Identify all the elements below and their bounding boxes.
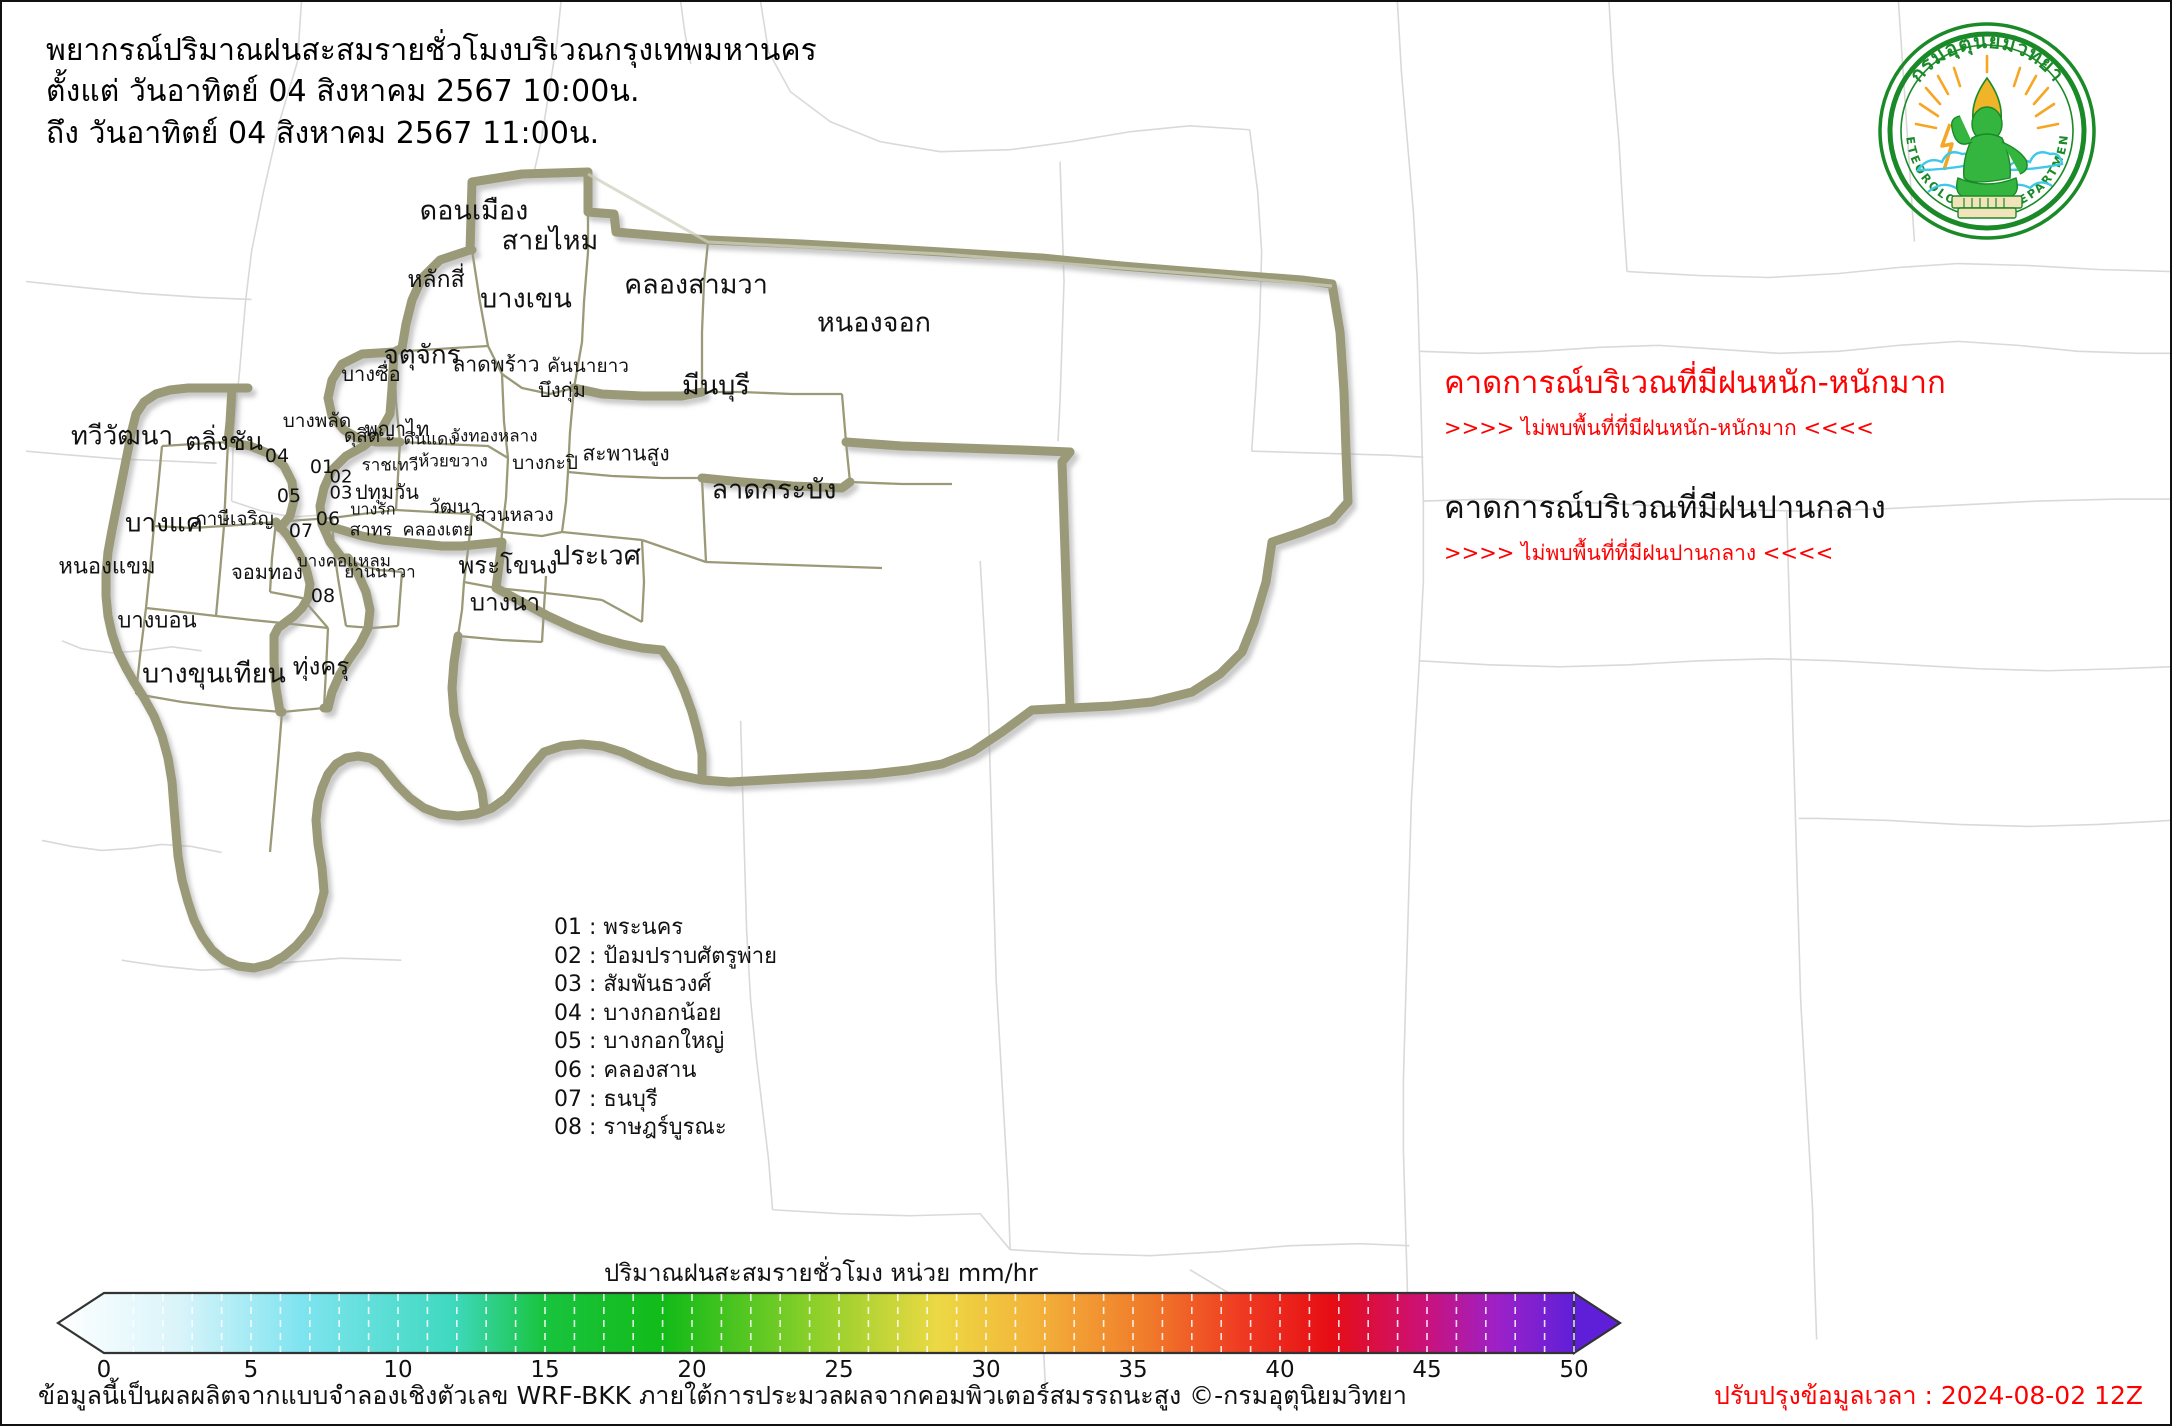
code-key-row: 03 : สัมพันธวงศ์: [554, 972, 712, 998]
colorbar-tick-labels: 0 5 10 15 20 25 30 35 40 45 50: [44, 1357, 1634, 1391]
district-label: ยานนาวา: [344, 562, 416, 583]
footer-bar: ข้อมูลนี้เป็นผลผลิตจากแบบจำลองเชิงตัวเลข…: [2, 1376, 2172, 1416]
tmd-seal-logo: กรมอุตุนิยมวิทยา METEOROLOGICAL DEPARTME…: [1876, 20, 2096, 240]
district-label: บางกะปิ: [512, 452, 578, 474]
district-label: บางเขน: [480, 283, 572, 315]
district-code-label: 04: [264, 445, 290, 467]
district-label: หนองจอก: [816, 307, 932, 339]
district-label: สวนหลวง: [474, 504, 554, 526]
code-key-row: 04 : บางกอกน้อย: [554, 1000, 722, 1026]
district-label: ทุ่งครุ: [292, 652, 350, 681]
district-label: หนองแขม: [58, 554, 156, 580]
district-label: วัฒนา: [429, 496, 481, 518]
colorbar-gradient: [55, 1291, 1623, 1355]
forecast-header: พยากรณ์ปริมาณฝนสะสมรายชั่วโมงบริเวณกรุงเ…: [46, 30, 817, 154]
district-label: ดอนเมือง: [419, 195, 529, 227]
colorbar-tick: 20: [677, 1357, 707, 1383]
district-label: ปทุมวัน: [355, 480, 419, 504]
district-label: บางคอแหลม: [296, 551, 392, 572]
colorbar-tick: 0: [96, 1357, 112, 1383]
colorbar-tick: 10: [383, 1357, 413, 1383]
district-label: ลาดพร้าว: [452, 352, 540, 377]
colorbar-tick: 30: [971, 1357, 1001, 1383]
moderate-rain-value: >>>> ไม่พบพื้นที่ที่มีฝนปานกลาง <<<<: [1444, 540, 1834, 565]
district-code-label: 05: [276, 485, 302, 507]
district-code-key: 01 : พระนคร 02 : ป้อมปราบศัตรูพ่าย 03 : …: [554, 914, 777, 1143]
colorbar-title: ปริมาณฝนสะสมรายชั่วโมง หน่วย mm/hr: [604, 1259, 1038, 1287]
code-key-row: 02 : ป้อมปราบศัตรูพ่าย: [554, 943, 777, 969]
district-label: ภาษีเจริญ: [194, 508, 274, 530]
colorbar-tick: 5: [243, 1357, 259, 1383]
code-key-row: 01 : พระนคร: [554, 915, 684, 940]
colorbar-tick: 45: [1412, 1357, 1442, 1383]
district-label: จตุจักร: [383, 340, 461, 371]
district-label: คลองสามวา: [624, 269, 768, 301]
colorbar-tick: 50: [1559, 1357, 1589, 1383]
code-key-row: 07 : ธนบุรี: [554, 1086, 658, 1112]
heavy-rain-value: >>>> ไม่พบพื้นที่ที่มีฝนหนัก-หนักมาก <<<…: [1444, 415, 1874, 440]
district-label: ห้วยขวาง: [418, 451, 488, 472]
district-label: บางพลัด: [282, 410, 352, 432]
district-label: บางรัก: [350, 499, 396, 519]
colorbar-tick: 40: [1265, 1357, 1295, 1383]
district-label: ลาดกระบัง: [711, 474, 837, 506]
district-label: หลักสี่: [407, 267, 465, 293]
district-label: บางบอน: [117, 608, 197, 634]
header-line-title: พยากรณ์ปริมาณฝนสะสมรายชั่วโมงบริเวณกรุงเ…: [46, 33, 817, 68]
district-label: สายไหม: [501, 225, 599, 257]
district-label: ทวีวัฒนา: [70, 421, 174, 452]
district-label: มีนบุรี: [682, 370, 750, 402]
district-label: วังทองหลาง: [450, 426, 538, 447]
district-code-label: 01: [309, 456, 335, 478]
colorbar-tick: 15: [530, 1357, 560, 1383]
district-label: บางแค: [125, 508, 203, 539]
header-line-start-time: ตั้งแต่ วันอาทิตย์ 04 สิงหาคม 2567 10:00…: [46, 74, 640, 110]
district-code-label: 08: [310, 585, 336, 607]
district-label: บางนา: [469, 588, 541, 617]
district-code-label: 03: [329, 482, 353, 504]
district-label: พระโขนง: [458, 551, 558, 580]
district-code-label: 07: [288, 520, 314, 542]
district-label: พญาไท: [364, 417, 430, 441]
rainfall-alert-legend: คาดการณ์บริเวณที่มีฝนหนัก-หนักมาก >>>> ไ…: [1444, 364, 2144, 570]
district-label: ตลิ่งชัน: [185, 427, 263, 456]
district-label: ดุสิต: [343, 425, 381, 447]
code-key-row: 05 : บางกอกใหญ่: [554, 1029, 725, 1055]
district-code-label: 02: [329, 466, 353, 488]
code-key-row: 06 : คลองสาน: [554, 1057, 697, 1083]
code-key-row: 08 : ราษฎร์บูรณะ: [554, 1115, 727, 1141]
header-line-end-time: ถึง วันอาทิตย์ 04 สิงหาคม 2567 11:00น.: [46, 115, 600, 151]
district-label: คลองเตย: [402, 519, 474, 541]
district-label: สะพานสูง: [582, 441, 670, 466]
district-label: ดินแดง: [403, 429, 457, 450]
colorbar-tick: 25: [824, 1357, 854, 1383]
district-label: จอมทอง: [231, 560, 303, 584]
district-code-label: 06: [315, 508, 341, 530]
district-label: คันนายาว: [547, 355, 629, 377]
moderate-rain-title: คาดการณ์บริเวณที่มีฝนปานกลาง: [1444, 489, 1886, 526]
district-label: สาทร: [349, 519, 393, 541]
district-label: บึงกุ่ม: [538, 378, 586, 402]
heavy-rain-title: คาดการณ์บริเวณที่มีฝนหนัก-หนักมาก: [1444, 365, 1946, 401]
district-label: บางซื่อ: [341, 362, 401, 386]
footer-updated-time: ปรับปรุงข้อมูลเวลา : 2024-08-02 12Z: [1714, 1381, 2144, 1410]
district-label: ประเวศ: [553, 540, 641, 572]
footer-credit: ข้อมูลนี้เป็นผลผลิตจากแบบจำลองเชิงตัวเลข…: [38, 1381, 1407, 1410]
district-label: ราชเทวี: [361, 455, 419, 476]
colorbar-tick: 35: [1118, 1357, 1148, 1383]
district-label: บางขุนเทียน: [142, 658, 286, 690]
